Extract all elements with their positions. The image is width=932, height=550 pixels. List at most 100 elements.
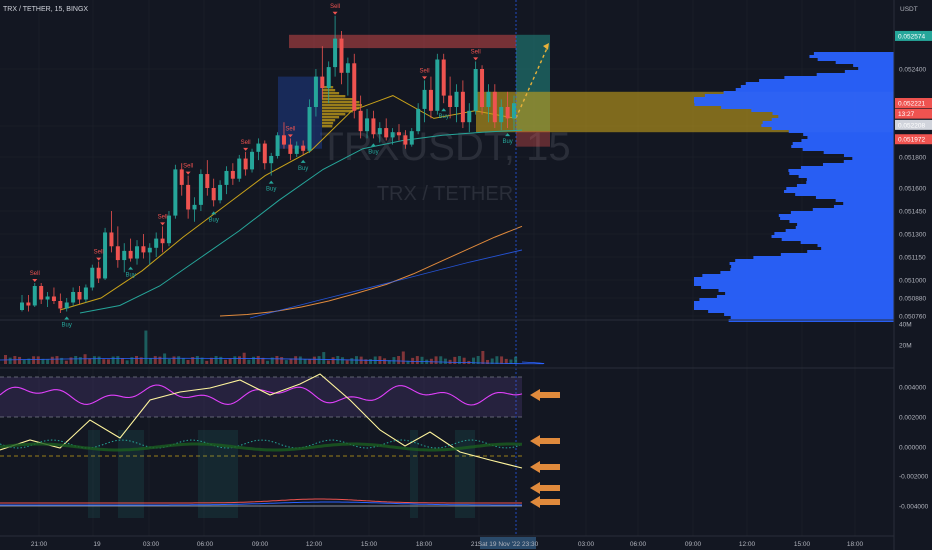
volume-profile-bar <box>807 136 894 139</box>
candle-body <box>96 267 101 279</box>
volume-profile-bar <box>730 316 894 319</box>
candle-body <box>103 232 108 279</box>
volume-bar <box>36 356 40 364</box>
symbol-title[interactable]: TRX / TETHER, 15, BINGX <box>3 6 88 13</box>
arrow-icon-4 <box>530 482 560 494</box>
volume-bar <box>284 360 288 364</box>
candle <box>499 99 504 131</box>
candle <box>122 243 127 273</box>
sell-marker-icon <box>160 222 166 226</box>
candlesticks[interactable] <box>20 15 516 313</box>
osc-blue-line <box>0 501 522 506</box>
volume-bar <box>83 354 87 364</box>
price-tick-label: 0.052400 <box>899 67 926 74</box>
candle <box>109 211 114 253</box>
candle-body <box>218 184 223 201</box>
candle-body <box>422 89 427 109</box>
session-profile-bar <box>322 116 340 119</box>
volume-profile-bar <box>789 172 894 175</box>
candle-body <box>115 246 120 261</box>
candle-body <box>179 169 184 185</box>
volume-bar <box>130 357 134 364</box>
session-profile-bar <box>322 125 333 128</box>
candle-body <box>154 238 159 248</box>
candle <box>256 138 261 161</box>
candle <box>128 238 133 262</box>
time-tick-label: 03:00 <box>578 541 595 548</box>
candle-body <box>486 91 491 107</box>
candle-body <box>294 145 299 154</box>
candle <box>480 65 485 115</box>
candle-body <box>58 301 63 309</box>
volume-bars <box>0 330 545 365</box>
candle-body <box>499 107 504 123</box>
volume-bar <box>340 357 344 364</box>
sell-label: Sell <box>94 250 104 256</box>
candle-body <box>390 132 395 138</box>
sell-label: Sell <box>158 214 168 220</box>
volume-bar <box>92 356 96 364</box>
candle-body <box>460 91 465 123</box>
osc-highlight-strip <box>88 430 100 518</box>
time-tick-label: 09:00 <box>252 541 269 548</box>
candle-body <box>135 246 140 259</box>
candle-body <box>198 174 203 205</box>
volume-profile-bar <box>822 163 894 166</box>
candle-body <box>333 38 338 68</box>
time-axis[interactable]: 21:00 19 03:00 06:00 09:00 12:00 15:00 18:00 21:… <box>31 541 864 548</box>
candle-body <box>435 59 440 111</box>
sell-marker-icon <box>332 11 338 15</box>
volume-profile-bar <box>785 229 894 232</box>
volume-profile-bar <box>835 61 894 64</box>
candle <box>20 295 24 312</box>
volume-bar <box>457 356 461 364</box>
buy-marker-icon <box>370 143 376 147</box>
candle-body <box>307 107 312 151</box>
sell-marker-icon <box>32 279 38 282</box>
ma-fast-line <box>59 95 517 311</box>
time-tick-label: 09:00 <box>685 541 702 548</box>
candle <box>243 151 248 176</box>
candle-body <box>288 144 293 154</box>
volume-bar <box>495 356 499 364</box>
volume-bar <box>256 356 260 364</box>
price-tick-label: 0.051600 <box>899 186 926 193</box>
volume-profile-bar <box>704 94 894 97</box>
candle <box>288 138 293 161</box>
candle <box>71 287 76 306</box>
oscillator-pane <box>0 373 523 518</box>
volume-profile-bar <box>852 157 894 160</box>
volume-bar <box>163 353 167 364</box>
session-profile-bar <box>322 113 346 116</box>
volume-bar <box>22 359 26 364</box>
candle <box>77 286 82 304</box>
volume-bar <box>275 356 279 364</box>
volume-bar <box>149 358 153 364</box>
candle-body <box>384 128 389 138</box>
candle <box>320 46 325 100</box>
volume-bar <box>177 356 181 364</box>
volume-profile-bar <box>791 145 894 148</box>
candle-body <box>365 118 370 132</box>
price-tag-label: 0.051972 <box>898 137 925 144</box>
volume-bar <box>195 356 199 364</box>
volume-profile-bar <box>807 250 894 253</box>
volume-profile-bar <box>778 115 894 118</box>
volume-axis: 40M 20M <box>899 322 912 350</box>
candle-body <box>205 174 210 188</box>
osc-yellow-line <box>0 373 523 469</box>
candle <box>83 284 88 303</box>
volume-bar <box>135 356 139 364</box>
candle-body <box>281 135 286 145</box>
volume-profile-bar <box>699 298 894 301</box>
candle-body <box>192 204 197 210</box>
volume-profile-bar <box>788 130 894 133</box>
volume-profile-bar <box>786 187 894 190</box>
volume-bar <box>69 357 73 364</box>
candle <box>250 148 255 173</box>
volume-profile-bar <box>740 85 894 88</box>
volume-bar <box>509 359 513 364</box>
price-tag: 13:27 <box>895 108 932 119</box>
volume-bar <box>27 358 31 364</box>
